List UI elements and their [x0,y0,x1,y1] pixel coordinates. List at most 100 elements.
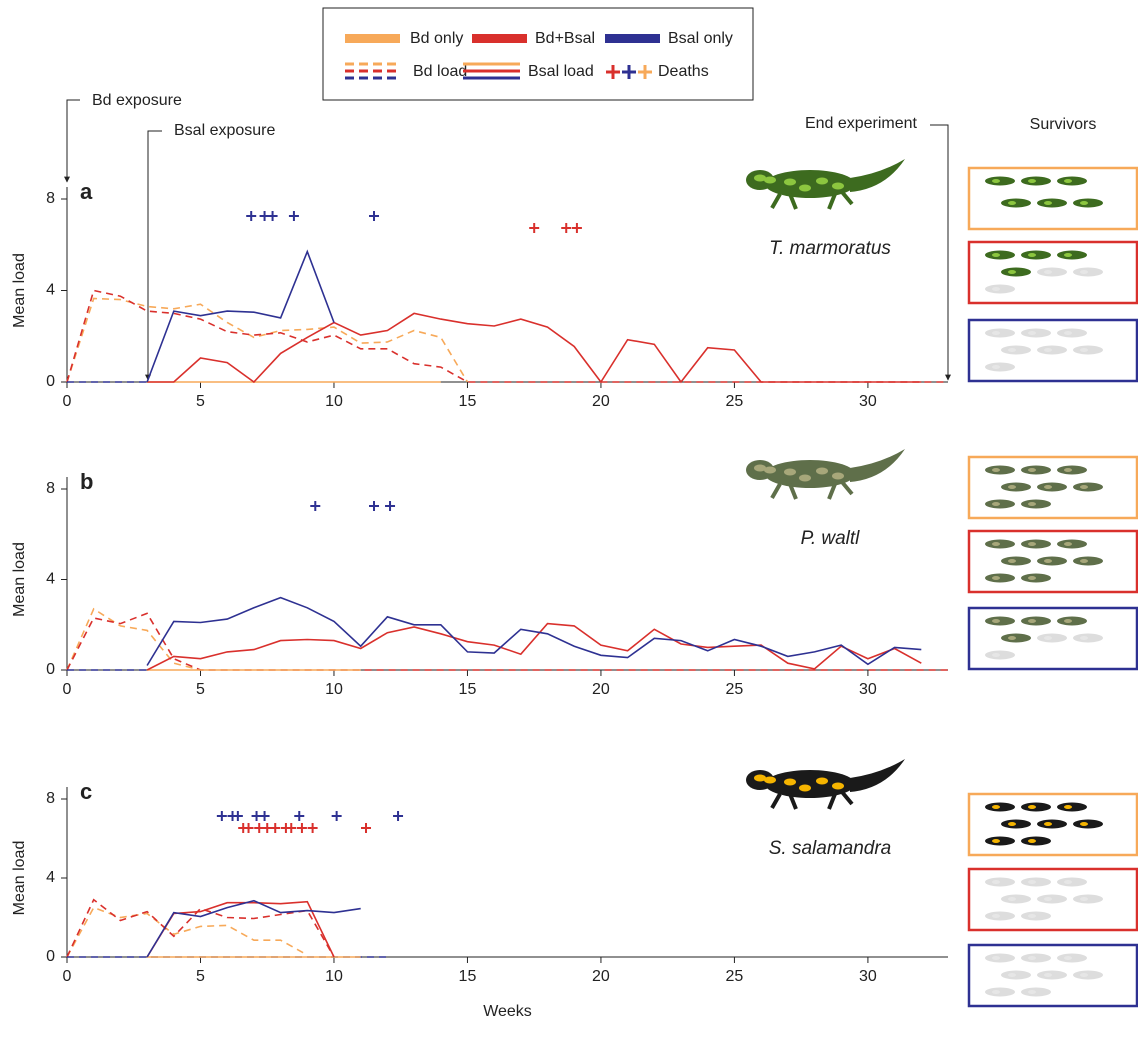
death-marker [529,223,539,233]
survivor-icon-spot [992,990,1000,994]
survivor-icon-spot [1028,839,1036,843]
x-tick-label: 30 [859,968,877,985]
animal-tail [850,159,905,192]
survivor-icon-spot [1064,179,1072,183]
survivor-icon-spot [992,576,1000,580]
survivor-icon-spot [1028,331,1036,335]
death-marker [294,811,304,821]
x-tick-label: 15 [459,681,477,698]
survivor-icon-spot [1028,619,1036,623]
annotation: Survivors [1030,116,1097,133]
survivor-icon-spot [1044,636,1052,640]
annotation-arrow [930,125,948,380]
survivor-icon-spot [1064,805,1072,809]
survivor-icon-spot [1044,822,1052,826]
animal-spot [754,775,766,782]
survivor-icon-spot [1080,559,1088,563]
annotation: Bd exposure [92,92,182,109]
survivor-icon-spot [1028,956,1036,960]
x-tick-label: 30 [859,393,877,410]
legend: Bd only Bd+Bsal Bsal only Bd load Bsal l… [323,8,753,100]
survivor-icon-spot [992,805,1000,809]
survivor-icon-spot [992,880,1000,884]
animal-spot [832,473,844,480]
y-tick-label: 8 [46,480,55,497]
x-tick-label: 20 [592,393,610,410]
survivor-icon-spot [1064,468,1072,472]
survivor-icon-spot [1064,542,1072,546]
death-marker [310,501,320,511]
survivor-icon-spot [992,956,1000,960]
animal-tail [850,449,905,482]
survivor-icon-spot [1080,822,1088,826]
death-marker [332,811,342,821]
survivor-icon-spot [1080,636,1088,640]
survivor-icon-spot [1008,822,1016,826]
survivor-icon-spot [1044,973,1052,977]
panel-label: b [80,469,93,494]
bd-load-line [67,299,468,383]
x-tick-label: 25 [726,393,744,410]
survivor-icon-spot [1044,559,1052,563]
x-tick-label: 0 [63,968,72,985]
survivor-icon-spot [1008,270,1016,274]
survivor-icon-spot [1080,270,1088,274]
animal-spot [754,175,766,182]
animal-spot [832,783,844,790]
death-marker [361,823,371,833]
annotation: End experiment [805,115,918,132]
survivor-icon-spot [1064,253,1072,257]
annotation: Bsal exposure [174,122,275,139]
x-tick-label: 20 [592,681,610,698]
survivor-icon-spot [992,179,1000,183]
animal-spot [784,469,796,476]
survivor-icon-spot [1028,805,1036,809]
survivor-icon-spot [1008,201,1016,205]
death-marker [572,223,582,233]
survivor-icon-spot [992,914,1000,918]
survivor-icon-spot [1028,542,1036,546]
death-marker [233,811,243,821]
panel-label: a [80,179,93,204]
animal-spot [832,183,844,190]
x-tick-label: 10 [325,681,343,698]
survivor-icon-spot [1028,990,1036,994]
survivor-icon-spot [1044,897,1052,901]
bsal-load-line [147,252,334,382]
x-tick-label: 30 [859,681,877,698]
x-axis-label: Weeks [483,1003,532,1020]
survivor-icon-spot [992,331,1000,335]
death-marker [385,501,395,511]
figure: Bd only Bd+Bsal Bsal only Bd load Bsal l… [0,0,1138,1050]
animal-spot [754,465,766,472]
y-tick-label: 8 [46,790,55,807]
survivor-icon-spot [992,542,1000,546]
death-marker [260,811,270,821]
y-axis-label: Mean load [11,841,28,916]
animal-spot [784,779,796,786]
death-marker [286,823,296,833]
x-tick-label: 5 [196,393,205,410]
legend-box [323,8,753,100]
legend-label: Bd+Bsal [535,30,595,47]
x-tick-label: 10 [325,393,343,410]
survivor-icon-spot [1008,559,1016,563]
animal-tail [850,759,905,792]
survivor-icon-spot [1008,897,1016,901]
animal-spot [816,178,828,185]
survivor-icon-spot [992,365,1000,369]
bsal-load-line [147,598,921,666]
survivor-icon-spot [992,619,1000,623]
survivor-icon-spot [992,287,1000,291]
species-label: S. salamandra [769,838,892,859]
legend-swatch [345,34,400,43]
y-axis-label: Mean load [11,542,28,617]
survivor-icon-spot [1064,956,1072,960]
death-marker [561,223,571,233]
survivor-icon-spot [1064,331,1072,335]
survivor-icon-spot [992,653,1000,657]
survivor-icon-spot [992,468,1000,472]
x-tick-label: 15 [459,968,477,985]
